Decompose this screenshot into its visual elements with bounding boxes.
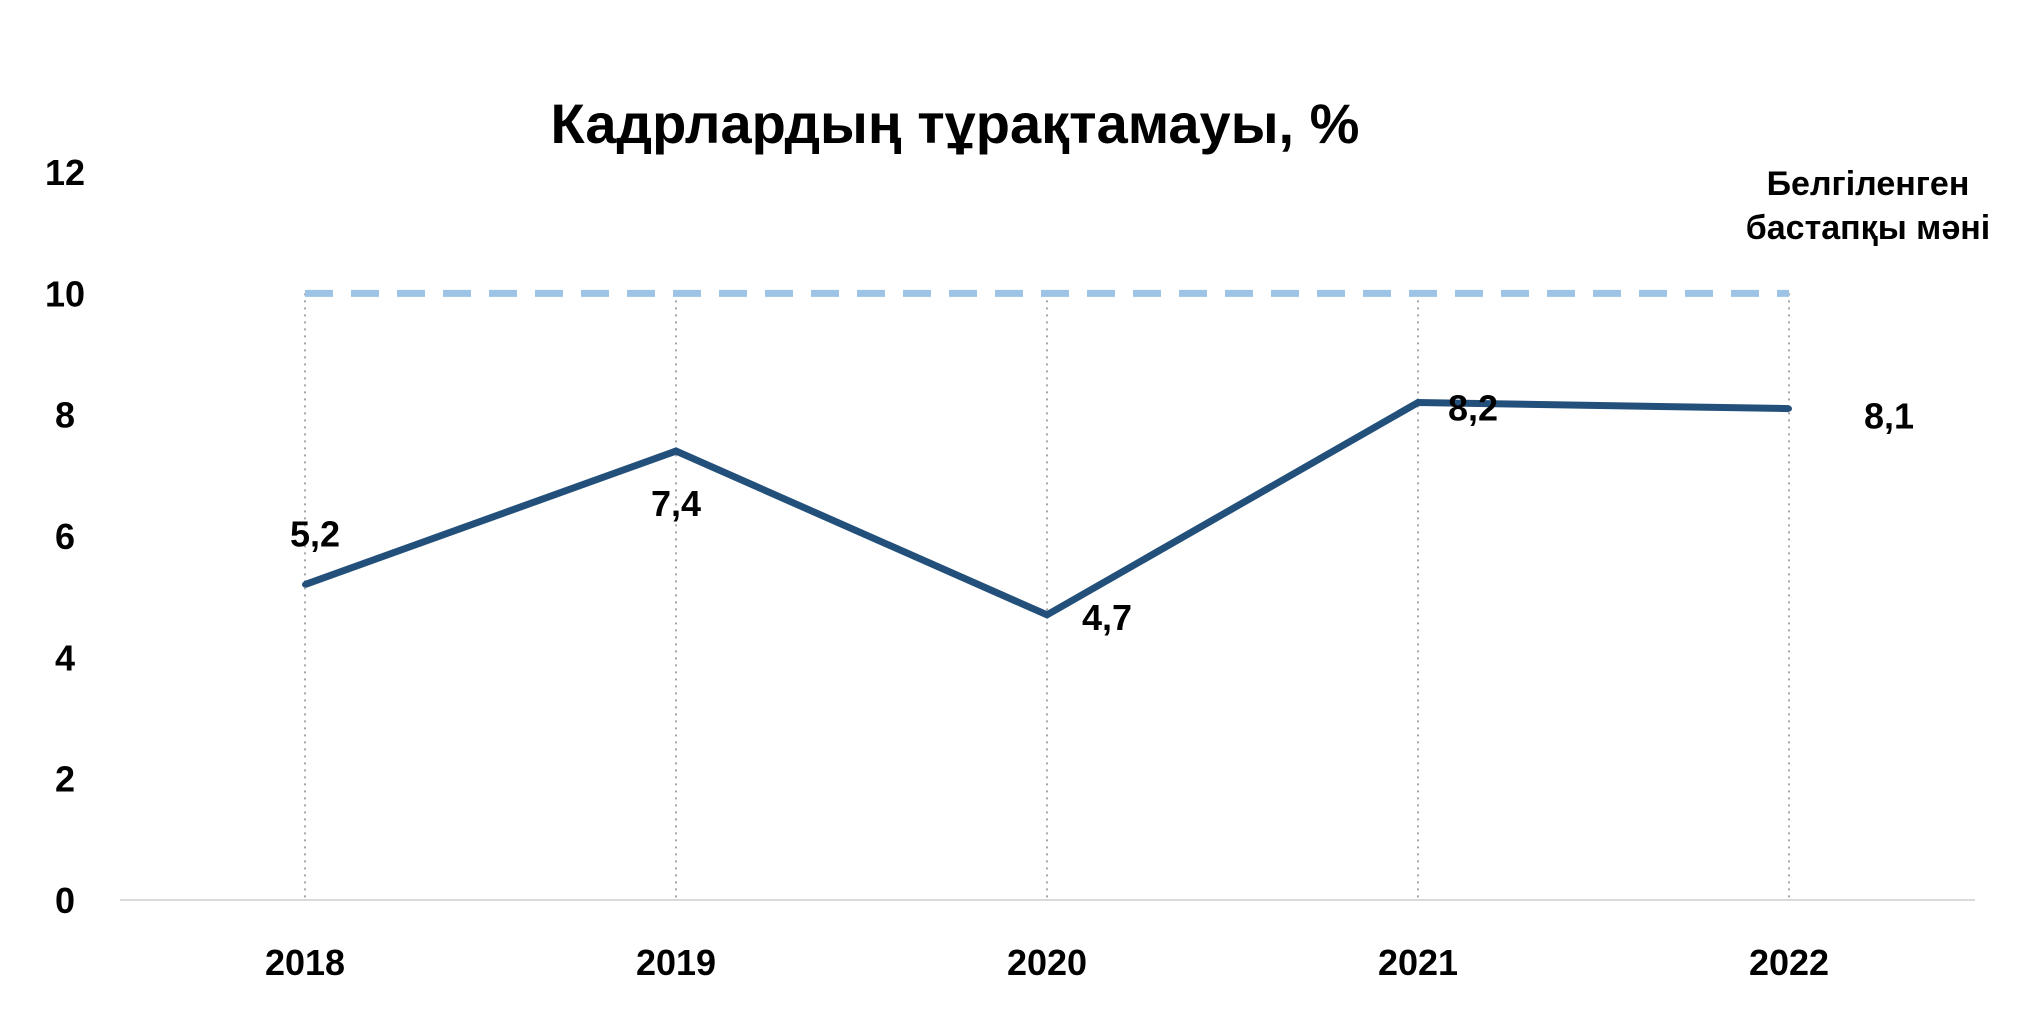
y-tick-label-12: 12 bbox=[45, 152, 85, 193]
data-label-2021: 8,2 bbox=[1448, 388, 1498, 429]
data-label-2019: 7,4 bbox=[651, 483, 701, 524]
data-labels: 5,2 7,4 4,7 8,2 8,1 bbox=[290, 388, 1914, 638]
data-point-2022 bbox=[1786, 405, 1792, 412]
series-group bbox=[302, 399, 1792, 619]
x-tick-label-2018: 2018 bbox=[265, 942, 345, 983]
data-label-2018: 5,2 bbox=[290, 514, 340, 555]
data-label-2022: 8,1 bbox=[1864, 396, 1914, 437]
reference-label-line-2: бастапқы мәні bbox=[1746, 209, 1990, 247]
y-tick-label-8: 8 bbox=[55, 395, 75, 436]
chart-title: Кадрлардың тұрақтамауы, % bbox=[551, 92, 1360, 155]
reference-line-label: Белгіленген бастапқы мәні bbox=[1746, 165, 1990, 247]
grid-lines bbox=[304, 293, 1790, 900]
y-tick-label-4: 4 bbox=[55, 637, 75, 678]
x-tick-label-2021: 2021 bbox=[1378, 942, 1458, 983]
x-axis-tick-labels: 2018 2019 2020 2021 2022 bbox=[265, 942, 1829, 983]
x-tick-label-2020: 2020 bbox=[1007, 942, 1087, 983]
data-label-2020: 4,7 bbox=[1082, 597, 1132, 638]
y-tick-label-0: 0 bbox=[55, 880, 75, 921]
y-tick-label-6: 6 bbox=[55, 516, 75, 557]
data-point-2020 bbox=[1044, 611, 1050, 618]
y-tick-label-10: 10 bbox=[45, 273, 85, 314]
reference-label-line-1: Белгіленген bbox=[1767, 165, 1970, 203]
data-point-2018 bbox=[302, 581, 308, 588]
data-point-2019 bbox=[673, 448, 679, 455]
reference-line-group: Белгіленген бастапқы мәні bbox=[305, 165, 1990, 297]
y-tick-label-2: 2 bbox=[55, 759, 75, 800]
x-tick-label-2019: 2019 bbox=[636, 942, 716, 983]
data-point-2021 bbox=[1415, 399, 1421, 406]
x-tick-label-2022: 2022 bbox=[1749, 942, 1829, 983]
y-axis-tick-labels: 0 2 4 6 8 10 12 bbox=[45, 152, 85, 921]
